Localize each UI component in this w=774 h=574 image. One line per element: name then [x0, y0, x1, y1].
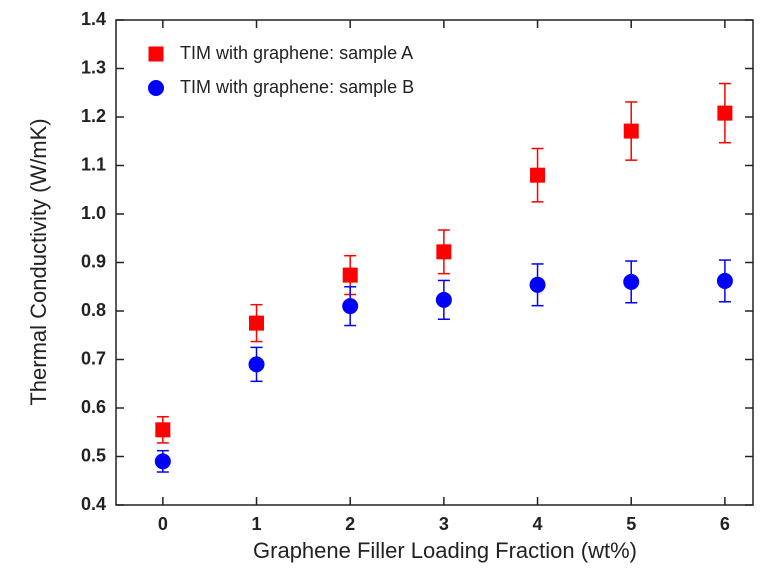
- x-tick-label: 4: [533, 514, 543, 534]
- x-tick-label: 2: [345, 514, 355, 534]
- marker: [529, 276, 546, 293]
- marker: [342, 298, 359, 315]
- y-tick-label: 1.3: [81, 57, 106, 77]
- marker: [623, 123, 639, 139]
- legend-label: TIM with graphene: sample A: [180, 43, 413, 63]
- y-tick-label: 1.0: [81, 203, 106, 223]
- marker: [623, 273, 640, 290]
- y-tick-label: 0.9: [81, 251, 106, 271]
- legend-marker: [148, 46, 164, 62]
- marker: [530, 167, 546, 183]
- legend-label: TIM with graphene: sample B: [180, 77, 414, 97]
- y-tick-label: 1.1: [81, 154, 106, 174]
- x-tick-label: 1: [252, 514, 262, 534]
- x-axis-label: Graphene Filler Loading Fraction (wt%): [253, 538, 637, 563]
- x-tick-label: 3: [439, 514, 449, 534]
- x-tick-label: 5: [626, 514, 636, 534]
- y-tick-label: 0.7: [81, 348, 106, 368]
- x-tick-label: 6: [720, 514, 730, 534]
- y-tick-label: 0.4: [81, 494, 106, 514]
- legend-marker: [148, 80, 164, 96]
- y-tick-label: 1.2: [81, 106, 106, 126]
- marker: [716, 272, 733, 289]
- y-tick-label: 0.6: [81, 397, 106, 417]
- marker: [155, 422, 171, 438]
- marker: [248, 356, 265, 373]
- marker: [717, 105, 733, 121]
- y-tick-label: 0.8: [81, 300, 106, 320]
- marker: [436, 244, 452, 260]
- marker: [435, 291, 452, 308]
- y-tick-label: 0.5: [81, 445, 106, 465]
- y-axis-label: Thermal Conductivity (W/mK): [26, 118, 51, 405]
- marker: [154, 453, 171, 470]
- marker: [342, 267, 358, 283]
- y-tick-label: 1.4: [81, 9, 106, 29]
- x-tick-label: 0: [158, 514, 168, 534]
- marker: [249, 315, 265, 331]
